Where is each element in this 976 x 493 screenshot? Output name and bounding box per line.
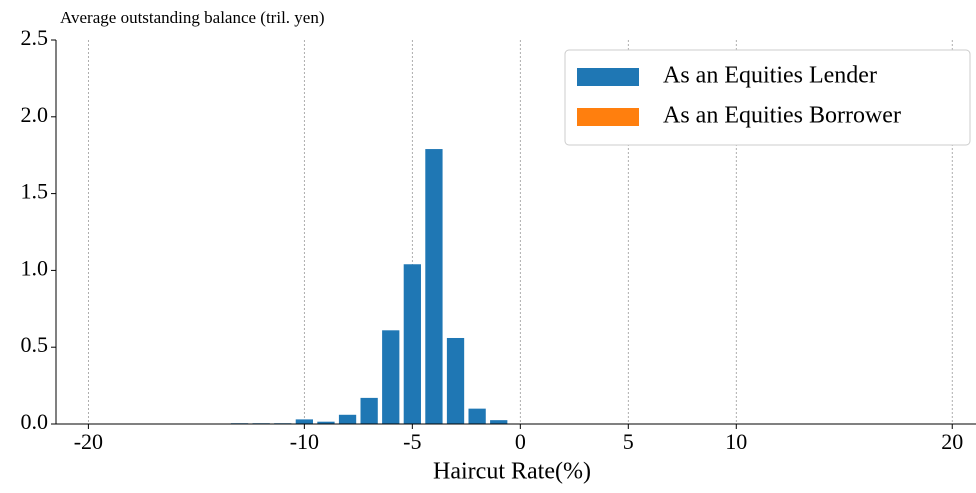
- bar: [425, 149, 443, 424]
- legend-box: [564, 49, 971, 146]
- y-tick-label: 2.5: [21, 25, 49, 50]
- y-tick-label: 2.0: [21, 102, 49, 127]
- legend-swatch: [577, 108, 639, 126]
- bar: [446, 337, 465, 424]
- chart-title: Average outstanding balance (tril. yen): [60, 8, 325, 27]
- legend-swatch: [577, 68, 639, 86]
- x-tick-label: -5: [403, 429, 421, 454]
- y-tick-label: 1.0: [21, 255, 49, 280]
- y-tick-label: 0.0: [21, 409, 49, 434]
- bar: [382, 330, 400, 424]
- x-axis-label: Haircut Rate(%): [433, 459, 591, 485]
- legend-label: As an Equities Borrower: [663, 103, 901, 129]
- x-tick-label: 0: [515, 429, 526, 454]
- x-tick-label: -20: [74, 429, 103, 454]
- x-tick-label: -10: [290, 429, 319, 454]
- x-tick-label: 5: [623, 429, 634, 454]
- x-tick-label: 20: [941, 429, 963, 454]
- bar: [338, 414, 357, 424]
- y-tick-label: 1.5: [21, 179, 49, 204]
- bar: [295, 419, 313, 424]
- legend-label: As an Equities Lender: [663, 63, 877, 89]
- bar: [317, 421, 335, 424]
- bar: [468, 408, 486, 424]
- bar: [360, 397, 378, 424]
- bar: [403, 264, 421, 424]
- y-tick-label: 0.5: [21, 332, 49, 357]
- x-tick-label: 10: [725, 429, 747, 454]
- bar: [490, 420, 508, 424]
